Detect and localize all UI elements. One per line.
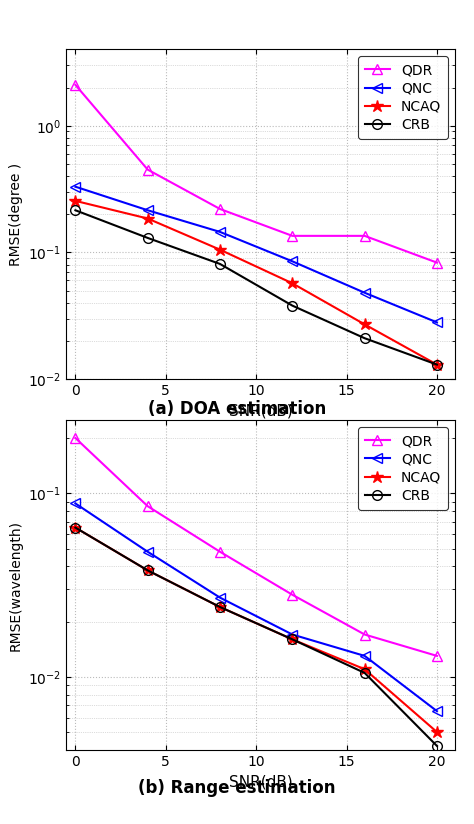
NCAQ [434,359,440,369]
Line: QDR: QDR [71,80,442,268]
Line: QNC: QNC [71,499,442,716]
QDR [217,547,223,557]
QNC [217,227,223,236]
Line: QDR: QDR [71,433,442,661]
X-axis label: SNR(dB): SNR(dB) [229,404,292,419]
QNC [434,317,440,327]
CRB [434,741,440,751]
QNC [434,706,440,716]
NCAQ [73,196,78,206]
X-axis label: SNR(dB): SNR(dB) [229,775,292,789]
CRB [145,565,151,575]
QDR [434,258,440,268]
Line: QNC: QNC [71,182,442,327]
CRB [145,233,151,243]
Line: NCAQ: NCAQ [69,522,443,738]
QNC [73,499,78,508]
Line: CRB: CRB [71,522,442,751]
NCAQ [434,727,440,737]
CRB [217,259,223,269]
QNC [217,592,223,602]
CRB [217,602,223,612]
QDR [362,231,367,241]
QDR [290,590,295,600]
Legend: QDR, QNC, NCAQ, CRB: QDR, QNC, NCAQ, CRB [358,427,448,509]
NCAQ [290,279,295,288]
QNC [145,547,151,557]
QDR [73,433,78,443]
NCAQ [362,320,367,330]
NCAQ [145,565,151,575]
CRB [362,668,367,678]
NCAQ [217,245,223,255]
QNC [73,182,78,192]
Y-axis label: RMSE(wavelength): RMSE(wavelength) [9,520,23,650]
QNC [145,205,151,215]
CRB [73,205,78,215]
QDR [217,204,223,214]
NCAQ [362,664,367,674]
QDR [145,165,151,175]
QNC [290,630,295,639]
CRB [434,359,440,369]
QNC [290,256,295,266]
QNC [362,651,367,661]
NCAQ [217,602,223,612]
QDR [434,651,440,661]
Line: NCAQ: NCAQ [69,194,443,371]
NCAQ [145,213,151,223]
CRB [290,634,295,644]
Text: (b) Range estimation: (b) Range estimation [138,779,336,797]
QNC [362,288,367,297]
CRB [290,301,295,311]
CRB [362,333,367,343]
Y-axis label: RMSE(degree ): RMSE(degree ) [9,162,23,266]
QDR [290,231,295,241]
QDR [73,80,78,90]
Legend: QDR, QNC, NCAQ, CRB: QDR, QNC, NCAQ, CRB [358,56,448,138]
NCAQ [290,634,295,644]
NCAQ [73,522,78,532]
CRB [73,522,78,532]
QDR [362,630,367,639]
Line: CRB: CRB [71,205,442,369]
QDR [145,501,151,511]
Text: (a) DOA estimation: (a) DOA estimation [148,400,326,418]
